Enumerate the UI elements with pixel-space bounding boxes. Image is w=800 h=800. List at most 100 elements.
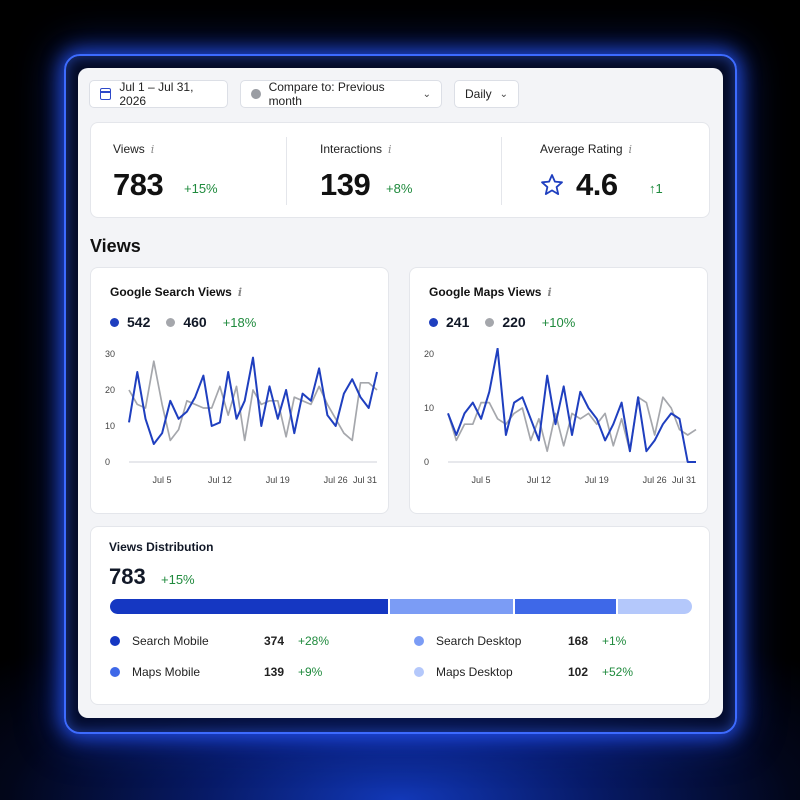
legend-previous-total: 220: [502, 314, 526, 330]
distribution-name: Search Mobile: [132, 634, 209, 648]
search-views-card: Google Search Views i 542 460 +18% 0 10 20 3…: [90, 267, 389, 514]
x-tick-label: Jul 5: [153, 475, 172, 485]
legend-current: 542: [110, 314, 150, 330]
views-distribution-card: Views Distribution 783 +15% Search Mobil…: [90, 526, 710, 705]
dashboard-panel: Jul 1 – Jul 31, 2026 Compare to: Previou…: [78, 68, 723, 718]
y-tick-label: 0: [105, 457, 110, 467]
distribution-bar: [110, 599, 692, 614]
legend-current-total: 241: [446, 314, 470, 330]
legend-current: 241: [429, 314, 469, 330]
stat-label-wrap: Interactions i: [320, 142, 392, 156]
toolbar: Jul 1 – Jul 31, 2026 Compare to: Previou…: [89, 80, 519, 108]
search-mobile-dot: [110, 636, 120, 646]
chart-legend: 542 460 +18%: [110, 314, 256, 330]
y-tick-label: 10: [105, 421, 115, 431]
distribution-row: Maps Mobile 139 +9%: [110, 665, 322, 679]
stat-value: 783: [113, 167, 164, 202]
distribution-item-delta: +28%: [298, 634, 330, 648]
distribution-name: Maps Mobile: [132, 665, 201, 679]
legend-dot-current: [429, 317, 438, 327]
x-tick-label: Jul 5: [472, 475, 491, 485]
stat-label-wrap: Views i: [113, 142, 154, 156]
chart-title-wrap: Google Search Views i: [110, 285, 242, 299]
x-tick-label: Jul 12: [208, 475, 232, 485]
y-tick-label: 30: [105, 349, 115, 359]
distribution-name: Search Desktop: [436, 634, 522, 648]
distribution-segment-maps-desktop[interactable]: [616, 599, 692, 614]
info-icon[interactable]: i: [628, 143, 633, 156]
legend-dot-previous: [485, 317, 495, 327]
chart-title: Google Search Views: [110, 285, 232, 299]
stat-value: 139: [320, 167, 371, 202]
x-tick-label: Jul 26: [643, 475, 667, 485]
x-tick-label: Jul 19: [266, 475, 290, 485]
x-tick-label: Jul 12: [527, 475, 551, 485]
chart-title: Google Maps Views: [429, 285, 542, 299]
stat-delta: +8%: [386, 181, 413, 196]
compare-dropdown[interactable]: Compare to: Previous month ⌄: [240, 80, 442, 108]
distribution-value: 102: [568, 665, 589, 679]
maps-views-chart: 0 10 20 Jul 5 Jul 12 Jul 19 Jul 26 Jul 31: [424, 348, 697, 485]
distribution-row: Search Mobile 374 +28%: [110, 634, 329, 648]
compare-dot-icon: [251, 89, 261, 99]
distribution-item-delta: +1%: [602, 634, 627, 648]
distribution-delta: +15%: [161, 572, 195, 587]
distribution-value: 139: [264, 665, 285, 679]
info-icon[interactable]: i: [388, 143, 392, 156]
chevron-down-icon: ⌄: [422, 88, 431, 100]
legend-dot-previous: [166, 317, 176, 327]
date-range-picker[interactable]: Jul 1 – Jul 31, 2026: [89, 80, 228, 108]
x-tick-label: Jul 26: [324, 475, 348, 485]
stat-label: Interactions: [320, 142, 383, 156]
chart-delta: +10%: [541, 314, 576, 330]
y-tick-label: 20: [105, 385, 115, 395]
distribution-value: 374: [264, 634, 285, 648]
date-range-label: Jul 1 – Jul 31, 2026: [119, 80, 194, 108]
x-tick-label: Jul 31: [353, 475, 377, 485]
chart-legend: 241 220 +10%: [429, 314, 575, 330]
distribution-total: 783: [109, 564, 146, 589]
legend-dot-current: [110, 317, 119, 327]
distribution-row: Maps Desktop 102 +52%: [414, 665, 633, 679]
stats-card: Views i 783 +15% Interactions i 139 +8% Av…: [90, 122, 710, 218]
stat-label-wrap: Average Rating i: [540, 142, 632, 156]
series-line-previous: [447, 396, 697, 453]
maps-views-card: Google Maps Views i 241 220 +10% 0 10 20 Jul…: [409, 267, 708, 514]
stat-value: 4.6: [576, 167, 618, 202]
distribution-title: Views Distribution: [109, 540, 214, 554]
distribution-segment-search-mobile[interactable]: [110, 599, 388, 614]
x-tick-label: Jul 31: [672, 475, 696, 485]
series-line-previous: [128, 360, 378, 442]
calendar-icon: [100, 88, 112, 100]
star-icon: [541, 174, 563, 195]
maps-desktop-dot: [414, 667, 424, 677]
chevron-down-icon: ⌄: [499, 88, 509, 100]
legend-previous-total: 460: [183, 314, 207, 330]
distribution-item-delta: +9%: [298, 665, 323, 679]
maps-mobile-dot: [110, 667, 120, 677]
distribution-value: 168: [568, 634, 589, 648]
compare-label: Compare to: Previous month: [268, 80, 385, 108]
distribution-item-delta: +52%: [602, 665, 634, 679]
granularity-dropdown[interactable]: Daily ⌄: [454, 80, 519, 108]
stat-label: Views: [113, 142, 145, 156]
legend-previous: 220: [485, 314, 526, 330]
x-tick-label: Jul 19: [585, 475, 609, 485]
distribution-name: Maps Desktop: [436, 665, 513, 679]
distribution-segment-maps-mobile[interactable]: [512, 599, 617, 614]
divider: [501, 137, 502, 205]
stat-label: Average Rating: [540, 142, 623, 156]
info-icon[interactable]: i: [547, 286, 552, 299]
chart-title-wrap: Google Maps Views i: [429, 285, 552, 299]
series-line-current: [447, 348, 696, 463]
granularity-label: Daily: [465, 87, 492, 101]
distribution-segment-search-desktop[interactable]: [387, 599, 513, 614]
divider: [286, 137, 287, 205]
stat-delta: ↑1: [649, 181, 663, 196]
info-icon[interactable]: i: [237, 286, 243, 299]
legend-previous: 460: [166, 314, 207, 330]
y-tick-label: 0: [424, 457, 429, 467]
y-tick-label: 20: [424, 349, 434, 359]
info-icon[interactable]: i: [150, 143, 155, 156]
y-tick-label: 10: [424, 403, 434, 413]
